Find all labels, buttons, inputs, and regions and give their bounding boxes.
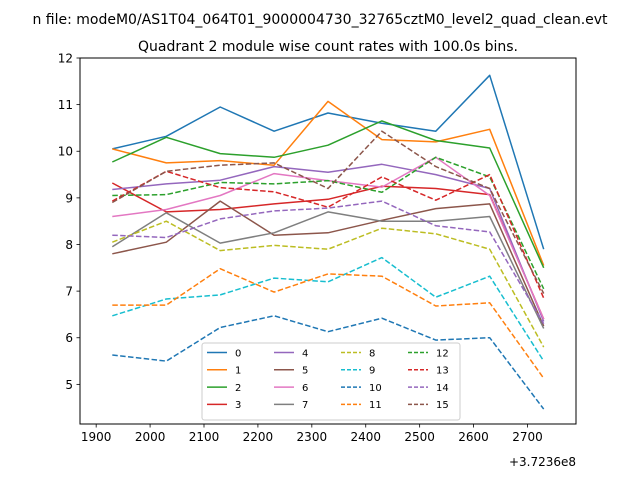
series-line-8 bbox=[112, 220, 545, 348]
series-line-2 bbox=[111, 120, 545, 269]
axis-ticks: 1900 2000 2100 2200 2300 2400 2500 2600 27005678… bbox=[58, 52, 543, 445]
series-line-11 bbox=[112, 267, 545, 379]
legend-label-1: 1 bbox=[235, 366, 241, 377]
legend-label-7: 7 bbox=[302, 400, 308, 411]
x-tick-label: 2200 bbox=[243, 430, 274, 444]
y-tick-label: 11 bbox=[58, 98, 73, 112]
legend-label-8: 8 bbox=[369, 348, 375, 359]
x-tick-label: 2400 bbox=[350, 430, 381, 444]
legend-label-12: 12 bbox=[436, 348, 449, 359]
plot-area bbox=[111, 74, 545, 410]
x-tick-label: 2700 bbox=[512, 430, 543, 444]
series-line-14 bbox=[112, 200, 545, 325]
legend-label-5: 5 bbox=[302, 366, 308, 377]
chart-title: Quadrant 2 module wise count rates with … bbox=[138, 39, 518, 55]
legend-label-11: 11 bbox=[369, 400, 382, 411]
x-tick-label: 1900 bbox=[81, 430, 112, 444]
x-tick-label: 2600 bbox=[458, 430, 489, 444]
x-tick-label: 2100 bbox=[189, 430, 220, 444]
series-line-0 bbox=[112, 74, 545, 250]
legend-label-15: 15 bbox=[436, 400, 449, 411]
series-line-13 bbox=[111, 170, 545, 299]
x-offset-label: +3.7236e8 bbox=[509, 455, 576, 469]
legend-label-9: 9 bbox=[369, 366, 375, 377]
y-tick-label: 6 bbox=[65, 331, 73, 345]
y-tick-label: 8 bbox=[65, 238, 73, 252]
series-line-5 bbox=[112, 200, 545, 327]
x-tick-label: 2000 bbox=[135, 430, 166, 444]
y-tick-label: 5 bbox=[65, 378, 73, 392]
legend-label-2: 2 bbox=[235, 383, 241, 394]
y-tick-label: 12 bbox=[58, 52, 73, 66]
legend-label-13: 13 bbox=[436, 366, 449, 377]
series-line-3 bbox=[111, 182, 545, 320]
legend-label-14: 14 bbox=[436, 383, 449, 394]
series-line-9 bbox=[112, 256, 545, 362]
series-line-12 bbox=[112, 156, 545, 290]
series-line-7 bbox=[111, 211, 545, 329]
x-tick-label: 2500 bbox=[404, 430, 435, 444]
x-tick-label: 2300 bbox=[297, 430, 328, 444]
y-tick-label: 10 bbox=[58, 145, 73, 159]
legend-label-10: 10 bbox=[369, 383, 382, 394]
legend-label-0: 0 bbox=[235, 348, 241, 359]
series-line-15 bbox=[111, 130, 545, 294]
legend-label-3: 3 bbox=[235, 400, 241, 411]
series-line-10 bbox=[112, 315, 545, 410]
legend-label-6: 6 bbox=[302, 383, 308, 394]
y-tick-label: 9 bbox=[65, 191, 73, 205]
series-line-1 bbox=[112, 100, 545, 266]
legend-label-4: 4 bbox=[302, 348, 308, 359]
legend-box bbox=[201, 342, 461, 421]
y-tick-label: 7 bbox=[65, 285, 73, 299]
axes-frame bbox=[79, 57, 577, 425]
chart-suptitle: n file: modeM0/AS1T04_064T01_9000004730_… bbox=[32, 12, 608, 28]
series-line-6 bbox=[112, 156, 545, 320]
